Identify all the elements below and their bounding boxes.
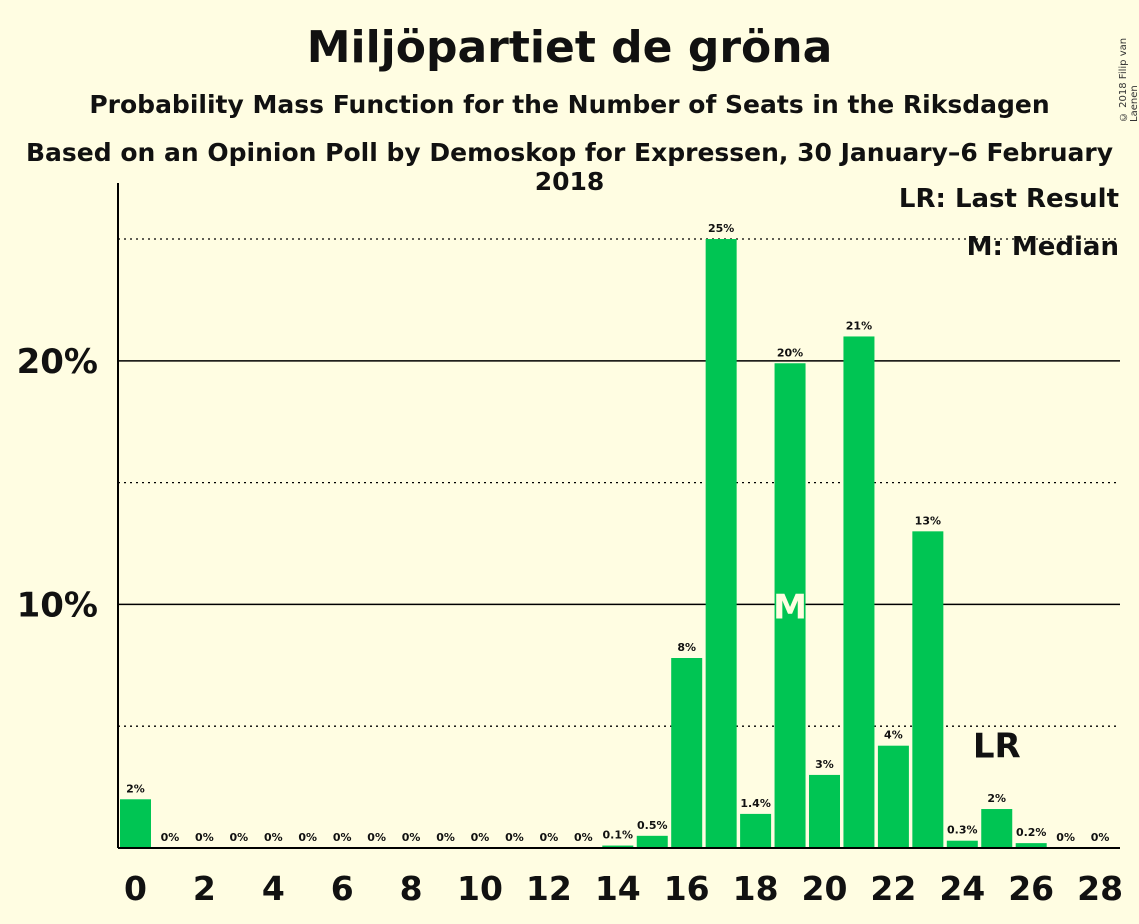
bar-value-label: 0%: [298, 831, 317, 844]
bar-value-label: 0%: [195, 831, 214, 844]
bar-seat-19: [774, 363, 806, 848]
x-tick-label: 24: [939, 869, 985, 908]
bar-value-label: 1.4%: [740, 797, 771, 810]
last-result-marker: LR: [973, 727, 1021, 767]
y-tick-label: 10%: [17, 585, 98, 625]
bar-value-label: 0%: [436, 831, 455, 844]
bar-value-label: 2%: [987, 792, 1006, 805]
bar-value-label: 0%: [402, 831, 421, 844]
bar-seat-15: [636, 835, 668, 848]
bar-value-label: 13%: [915, 514, 941, 527]
bar-seat-21: [843, 336, 875, 848]
bar-value-label: 0.5%: [637, 819, 668, 832]
bar-value-label: 20%: [777, 346, 803, 359]
x-tick-label: 12: [526, 869, 572, 908]
bar-value-label: 0%: [1056, 831, 1075, 844]
bar-seat-0: [120, 799, 151, 848]
bar-value-label: 0%: [574, 831, 593, 844]
bar-value-label: 21%: [846, 319, 872, 332]
bar-seat-26: [1015, 843, 1047, 848]
bar-seat-14: [602, 845, 634, 848]
bar-value-label: 2%: [126, 782, 145, 795]
x-tick-label: 0: [124, 869, 147, 908]
x-tick-label: 16: [664, 869, 710, 908]
bar-seat-25: [981, 809, 1013, 848]
x-tick-label: 2: [193, 869, 216, 908]
y-tick-label: 20%: [17, 342, 98, 382]
bar-value-label: 0.2%: [1016, 826, 1047, 839]
bar-seat-24: [946, 840, 978, 848]
x-tick-label: 6: [331, 869, 354, 908]
bar-seat-18: [740, 813, 772, 848]
bar-value-label: 0%: [1091, 831, 1110, 844]
bar-seat-20: [809, 774, 840, 848]
legend-last-result: LR: Last Result: [898, 184, 1119, 214]
x-tick-label: 18: [733, 869, 779, 908]
bar-value-label: 4%: [884, 729, 903, 742]
bar-value-label: 0%: [264, 831, 283, 844]
bar-value-label: 0%: [367, 831, 386, 844]
bar-value-label: 25%: [708, 222, 734, 235]
chart-subtitle: Probability Mass Function for the Number…: [89, 90, 1050, 119]
x-tick-label: 8: [400, 869, 423, 908]
chart-title: Miljöpartiet de gröna: [306, 22, 833, 73]
bar-value-label: 0%: [230, 831, 249, 844]
bar-value-label: 0.3%: [947, 824, 978, 837]
x-tick-label: 14: [595, 869, 641, 908]
bar-seat-22: [877, 745, 909, 848]
bar-value-label: 0%: [161, 831, 180, 844]
bar-value-label: 0%: [540, 831, 559, 844]
chart-source-line: Based on an Opinion Poll by Demoskop for…: [25, 138, 1114, 196]
bar-value-label: 0.1%: [603, 829, 634, 842]
x-tick-label: 26: [1008, 869, 1054, 908]
x-tick-label: 10: [457, 869, 503, 908]
x-tick-label: 28: [1077, 869, 1123, 908]
median-marker: M: [773, 587, 807, 627]
bar-value-label: 8%: [677, 641, 696, 654]
x-tick-label: 20: [802, 869, 848, 908]
bar-value-label: 3%: [815, 758, 834, 771]
bar-seat-23: [912, 531, 944, 848]
bar-value-label: 0%: [505, 831, 524, 844]
bar-value-label: 0%: [471, 831, 490, 844]
bar-seat-16: [671, 658, 703, 848]
legend-median: M: Median: [966, 232, 1119, 262]
bar-value-label: 0%: [333, 831, 352, 844]
x-tick-label: 22: [870, 869, 916, 908]
x-tick-label: 4: [262, 869, 285, 908]
bar-seat-17: [705, 239, 737, 848]
